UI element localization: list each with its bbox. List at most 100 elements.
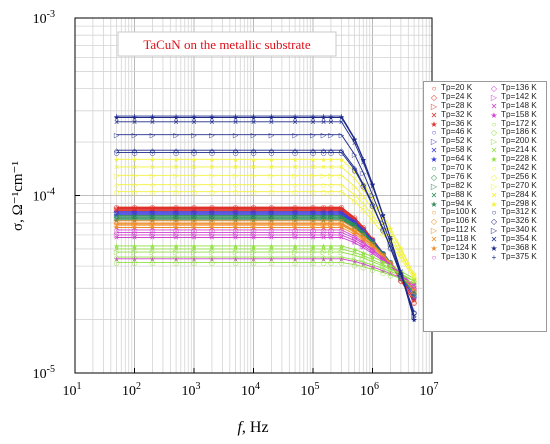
data-point: ✕ bbox=[387, 263, 393, 271]
data-point: ✕ bbox=[149, 215, 155, 223]
data-point: ▷ bbox=[251, 172, 257, 180]
data-point: ○ bbox=[233, 259, 239, 267]
legend-marker: ○ bbox=[431, 128, 437, 138]
data-point: ○ bbox=[114, 212, 120, 220]
series-line bbox=[116, 237, 415, 287]
legend-label: Tp=340 K bbox=[501, 225, 537, 235]
data-point: ✕ bbox=[360, 244, 366, 252]
data-point: ✕ bbox=[338, 222, 344, 230]
data-point: ✕ bbox=[352, 239, 358, 247]
data-point: ▷ bbox=[328, 249, 334, 257]
legend-item: ★ Tp=64 K bbox=[427, 154, 487, 165]
data-point: ▷ bbox=[411, 282, 417, 290]
data-point: ✕ bbox=[310, 215, 316, 223]
legend-item: ◇ Tp=24 K bbox=[427, 92, 487, 102]
series-tp-172-k: ○ ○ ○ ○ ○ ○ ○ ○ ○ ○ ○ ○ ○ ○ ○ ○ ○ ○ ○ ○○ bbox=[114, 259, 418, 288]
data-point: ◇ bbox=[339, 181, 345, 189]
data-point: ✕ bbox=[114, 246, 120, 254]
data-point: ✕ bbox=[114, 215, 120, 223]
series-tp-270-k: ▷ ▷ ▷ ▷ ▷ ▷ ▷ ▷ ▷ ▷ ▷ ▷ ▷ ▷▷▷▷▷▷▷▷ bbox=[114, 172, 418, 281]
data-point: ▷ bbox=[150, 131, 156, 139]
data-point: ◇ bbox=[370, 262, 376, 270]
data-point: + bbox=[321, 113, 327, 121]
data-point: ◇ bbox=[292, 181, 298, 189]
legend-label: Tp=368 K bbox=[501, 243, 537, 253]
data-point: ◇ bbox=[352, 191, 358, 199]
data-point: ✕ bbox=[411, 282, 417, 290]
data-point: ◇ bbox=[114, 220, 120, 228]
data-point: ★ bbox=[360, 157, 366, 165]
data-point: ◇ bbox=[233, 220, 239, 228]
data-point: + bbox=[411, 316, 417, 324]
legend-item: ▷ Tp=270 K bbox=[487, 181, 547, 191]
data-point: ✕ bbox=[411, 312, 417, 320]
data-point: ★ bbox=[411, 288, 417, 296]
data-point: ▷ bbox=[361, 169, 367, 177]
legend-label: Tp=32 K bbox=[441, 109, 473, 119]
legend-column-left: ○ Tp=20 K ◇ Tp=24 K ▷ Tp=28 K ✕ Tp=32 K ★ Tp=36 K… bbox=[427, 83, 487, 262]
data-point: ◇ bbox=[209, 147, 215, 155]
data-point: ✕ bbox=[292, 234, 298, 242]
data-point: ★ bbox=[310, 255, 316, 263]
data-point: ▷ bbox=[321, 249, 327, 257]
data-point: ◇ bbox=[150, 220, 156, 228]
data-point: ○ bbox=[268, 212, 274, 220]
legend-marker: ○ bbox=[431, 84, 437, 93]
data-point: ▷ bbox=[328, 221, 334, 229]
legend-marker: ◇ bbox=[430, 217, 438, 227]
legend-item: ★ Tp=124 K bbox=[427, 243, 487, 253]
data-point: ✕ bbox=[321, 164, 327, 172]
data-point: ○ bbox=[387, 245, 393, 253]
series-line bbox=[116, 258, 415, 284]
data-point: ○ bbox=[320, 212, 326, 220]
data-point: ▷ bbox=[411, 290, 417, 298]
data-point: ▷ bbox=[361, 242, 367, 250]
x-tick-label: 103 bbox=[182, 381, 201, 399]
data-point: ▷ bbox=[150, 172, 156, 180]
data-point: + bbox=[310, 113, 316, 121]
data-point: ✕ bbox=[268, 215, 274, 223]
data-point: ○ bbox=[268, 227, 274, 235]
data-point: ◇ bbox=[328, 254, 334, 262]
data-point: ★ bbox=[131, 114, 137, 122]
data-point: ○ bbox=[320, 217, 326, 225]
legend-label: Tp=375 K bbox=[501, 251, 537, 261]
legend-marker: ★ bbox=[430, 155, 438, 165]
data-point: ○ bbox=[209, 227, 215, 235]
data-point: ○ bbox=[380, 226, 386, 234]
data-point: ○ bbox=[250, 149, 256, 157]
data-point: + bbox=[360, 156, 366, 164]
legend-label: Tp=28 K bbox=[441, 100, 473, 110]
y-tick-label: 10-4 bbox=[33, 187, 55, 205]
data-point: ✕ bbox=[191, 234, 197, 242]
legend-item: ✕ Tp=58 K bbox=[427, 145, 487, 155]
data-point: ◇ bbox=[132, 229, 138, 237]
legend-marker: ○ bbox=[431, 164, 437, 174]
data-point: ○ bbox=[292, 149, 298, 157]
data-point: ✕ bbox=[114, 222, 120, 230]
data-point: ★ bbox=[149, 224, 155, 232]
legend-label: Tp=200 K bbox=[501, 136, 537, 146]
data-point: ○ bbox=[369, 217, 375, 225]
data-point: ★ bbox=[191, 255, 197, 263]
data-point: + bbox=[114, 113, 120, 121]
data-point: ▷ bbox=[380, 263, 386, 271]
data-point: ○ bbox=[328, 217, 334, 225]
data-point: ◇ bbox=[388, 268, 394, 276]
data-point: ▷ bbox=[191, 172, 197, 180]
data-point: ◇ bbox=[411, 282, 417, 290]
data-point: ★ bbox=[320, 243, 326, 251]
series-line bbox=[116, 174, 415, 277]
legend-label: Tp=82 K bbox=[441, 180, 473, 190]
series-line bbox=[116, 134, 415, 316]
data-point: ★ bbox=[268, 255, 274, 263]
data-point: ✕ bbox=[233, 246, 239, 254]
data-point: ◇ bbox=[339, 147, 345, 155]
data-point: ▷ bbox=[209, 221, 215, 229]
data-point: ○ bbox=[250, 212, 256, 220]
legend-label: Tp=76 K bbox=[441, 171, 473, 181]
data-point: ○ bbox=[328, 149, 334, 157]
legend-item: ▷ Tp=340 K bbox=[487, 225, 547, 235]
data-point: ✕ bbox=[132, 164, 138, 172]
data-point: ★ bbox=[113, 114, 119, 122]
